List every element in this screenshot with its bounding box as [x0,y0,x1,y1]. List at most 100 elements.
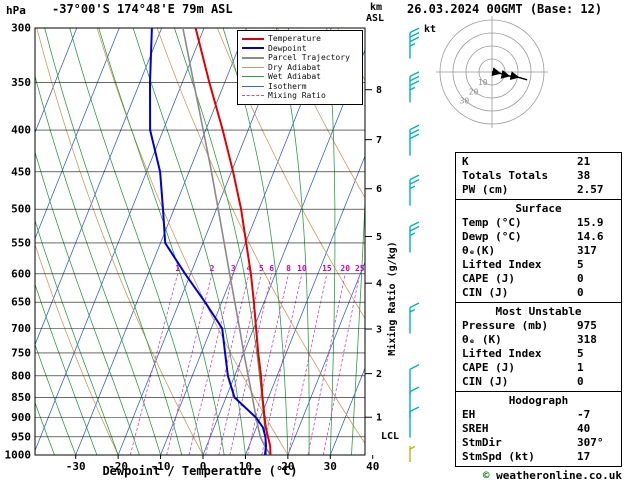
stat-value: 38 [577,169,591,182]
legend-item-dry-adiabat: Dry Adiabat [242,63,358,73]
temperature-tick-label: -30 [66,460,86,473]
chart-legend: Temperature Dewpoint Parcel Trajectory Dry … [237,30,363,105]
wind-barb [409,174,420,206]
wind-barb [409,27,420,59]
section-header: Most Unstable [495,305,582,318]
copyright-text: weatheronline.co.uk [496,469,622,482]
km-tick-label: 8 [376,85,382,96]
parcel-trajectory-curve [182,28,272,455]
pressure-tick-label: 450 [11,165,31,178]
stat-value: 1 [577,361,584,374]
stat-value: 15.9 [577,216,604,229]
pressure-tick-label: 900 [11,411,31,424]
lcl-marker-label: LCL [381,431,400,442]
wind-barb [409,386,420,418]
mixing-ratio-value-label: 8 [286,264,291,273]
pressure-tick-label: 700 [11,322,31,335]
mixing-ratio-value-label: 25 [355,264,365,273]
stat-label: θₑ (K) [462,333,502,346]
legend-item-temperature: Temperature [242,34,358,44]
mixing-ratio-value-label: 10 [297,264,307,273]
mixing-ratio-value-label: 5 [259,264,264,273]
temperature-tick-label: 20 [281,460,294,473]
stat-label: StmSpd (kt) [462,450,535,463]
km-axis: 8 7 6 5 4 3 2 1 [365,85,382,424]
stat-value: 40 [577,422,591,435]
temperature-tick-label: -10 [151,460,171,473]
station-title: -37°00'S 174°48'E 79m ASL [52,2,233,16]
mixing-ratio-value-label: 2 [210,264,215,273]
legend-label: Mixing Ratio [268,91,326,101]
legend-label: Dewpoint [268,43,307,53]
stat-value: 5 [577,347,584,360]
stat-row: Pressure (mb) 975 [462,319,615,333]
stat-label: K [462,155,469,168]
indices-box: K 21 Totals Totals 38 PW (cm) 2.57 [455,152,622,200]
legend-label: Temperature [268,34,321,44]
stat-value: 2.57 [577,183,604,196]
stat-row: θₑ(K) 317 [462,244,615,258]
stat-row: PW (cm) 2.57 [462,183,615,197]
pressure-tick-label: 600 [11,267,31,280]
stat-value: 5 [577,258,584,271]
pressure-tick-label: 1000 [5,449,32,462]
legend-label: Wet Adiabat [268,72,321,82]
legend-label: Dry Adiabat [268,62,321,72]
stat-value: 14.6 [577,230,604,243]
stat-label: Lifted Index [462,347,542,360]
stat-row: StmDir 307° [462,436,615,450]
pressure-tick-label: 750 [11,346,31,359]
legend-item-isotherm: Isotherm [242,82,358,92]
stat-label: SREH [462,422,489,435]
temperature-tick-label: 10 [239,460,252,473]
legend-swatch [242,95,264,97]
temperature-tick-label: 0 [200,460,207,473]
stat-value: 21 [577,155,591,168]
stat-value: 317 [577,244,597,257]
legend-item-parcel-trajectory: Parcel Trajectory [242,53,358,63]
wind-barb [409,406,420,438]
stat-value: 0 [577,286,584,299]
altitude-axis-datum: ASL [366,13,385,24]
stat-value: 307° [577,436,604,449]
stat-value: 17 [577,450,591,463]
legend-item-wet-adiabat: Wet Adiabat [242,72,358,82]
mixing-ratio-value-label: 1 [175,264,180,273]
stat-label: CAPE (J) [462,361,515,374]
stat-row: Totals Totals 38 [462,169,615,183]
wind-barb [409,302,420,334]
stat-label: Dewp (°C) [462,230,522,243]
temperature-curve [194,28,272,455]
stat-value: 0 [577,375,584,388]
stat-row: CIN (J) 0 [462,286,615,300]
legend-item-dewpoint: Dewpoint [242,44,358,54]
stat-row: CAPE (J) 1 [462,361,615,375]
hodograph-ring-label: 20 [469,87,479,96]
stat-row: Temp (°C) 15.9 [462,216,615,230]
mixing-ratio-value-label: 20 [340,264,350,273]
legend-item-mixing-ratio: Mixing Ratio [242,91,358,101]
pressure-tick-label: 550 [11,236,31,249]
mixing-ratio-axis-label: Mixing Ratio (g/kg) [387,241,398,356]
stat-label: CAPE (J) [462,272,515,285]
pressure-tick-label: 800 [11,369,31,382]
surface-box: Surface Temp (°C) 15.9 Dewp (°C) 14.6 θₑ(K… [455,199,622,303]
pressure-tick-label: 500 [11,203,31,216]
stats-panel: K 21 Totals Totals 38 PW (cm) 2.57 Surface … [455,152,622,467]
km-tick-label: 4 [376,279,382,290]
stat-row: Dewp (°C) 14.6 [462,230,615,244]
km-tick-label: 2 [376,369,382,380]
stat-label: Pressure (mb) [462,319,549,332]
copyright: © weatheronline.co.uk [483,469,622,482]
stat-row: StmSpd (kt) 17 [462,450,615,464]
section-header: Hodograph [508,394,569,407]
stat-label: Totals Totals [462,169,549,182]
stat-row: EH -7 [462,408,615,422]
hodograph-ring-label: 10 [478,78,488,87]
pressure-tick-label: 350 [11,76,31,89]
temperature-axis: -30 -20 -10 0 10 20 30 40 [66,455,379,473]
mixing-ratio-value-label: 15 [322,264,332,273]
pressure-tick-label: 300 [11,22,31,35]
